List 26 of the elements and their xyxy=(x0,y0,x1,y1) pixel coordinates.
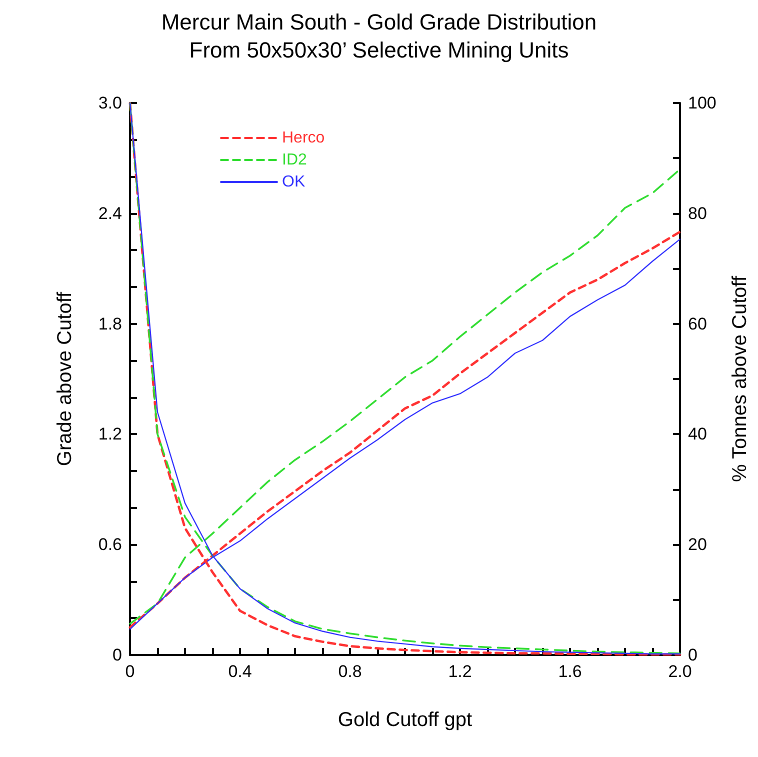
chart-subtitle: From 50x50x30’ Selective Mining Units xyxy=(189,38,569,62)
y2-tick-label: 60 xyxy=(688,314,707,334)
y2-axis-title: % Tonnes above Cutoff xyxy=(729,276,751,482)
y-axis-title: Grade above Cutoff xyxy=(54,291,76,466)
legend-label: ID2 xyxy=(282,152,307,168)
x-tick-label: 0.8 xyxy=(338,662,362,681)
chart-title: Mercur Main South - Gold Grade Distribution xyxy=(161,10,597,34)
y2-tick-label: 80 xyxy=(688,204,707,223)
y2-tick-label: 40 xyxy=(688,424,707,444)
y-tick-label: 0 xyxy=(112,646,122,664)
x-tick-label: 0.4 xyxy=(228,662,252,681)
y2-tick-label: 0 xyxy=(688,646,698,664)
y-tick-label: 1.2 xyxy=(98,424,122,444)
x-tick-label: 1.6 xyxy=(558,662,582,681)
legend-label: OK xyxy=(282,174,306,190)
y-tick-label: 0.6 xyxy=(98,535,122,554)
y-tick-label: 1.8 xyxy=(98,314,122,334)
y-tick-label: 2.4 xyxy=(98,204,122,223)
x-tick-label: 2.0 xyxy=(668,662,692,681)
x-tick-label: 1.2 xyxy=(448,662,472,681)
y2-tick-label: 20 xyxy=(688,535,707,554)
y2-tick-label: 100 xyxy=(688,94,716,112)
legend-label: Herco xyxy=(282,130,325,146)
x-axis-title: Gold Cutoff gpt xyxy=(338,709,473,731)
x-tick-label: 0 xyxy=(125,662,135,681)
y-tick-label: 3.0 xyxy=(98,94,122,112)
